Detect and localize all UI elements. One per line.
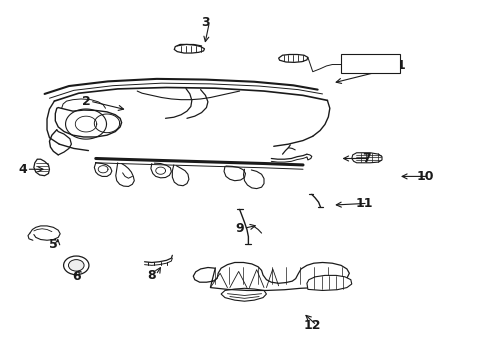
Text: 12: 12 [304, 319, 321, 332]
Circle shape [68, 260, 84, 271]
Text: 9: 9 [235, 222, 244, 235]
Text: 3: 3 [201, 16, 209, 29]
FancyBboxPatch shape [340, 54, 399, 73]
Polygon shape [351, 153, 381, 163]
Polygon shape [174, 44, 204, 53]
Text: 2: 2 [81, 95, 90, 108]
Text: 1: 1 [395, 59, 404, 72]
Text: 4: 4 [18, 163, 27, 176]
Polygon shape [278, 54, 307, 62]
Circle shape [63, 256, 89, 275]
Text: 5: 5 [49, 238, 58, 251]
Text: 11: 11 [354, 197, 372, 210]
Polygon shape [34, 159, 49, 176]
Text: 10: 10 [415, 170, 433, 183]
Text: 7: 7 [361, 152, 370, 165]
Polygon shape [306, 275, 351, 291]
Text: 8: 8 [147, 269, 156, 282]
Text: 6: 6 [72, 270, 81, 283]
